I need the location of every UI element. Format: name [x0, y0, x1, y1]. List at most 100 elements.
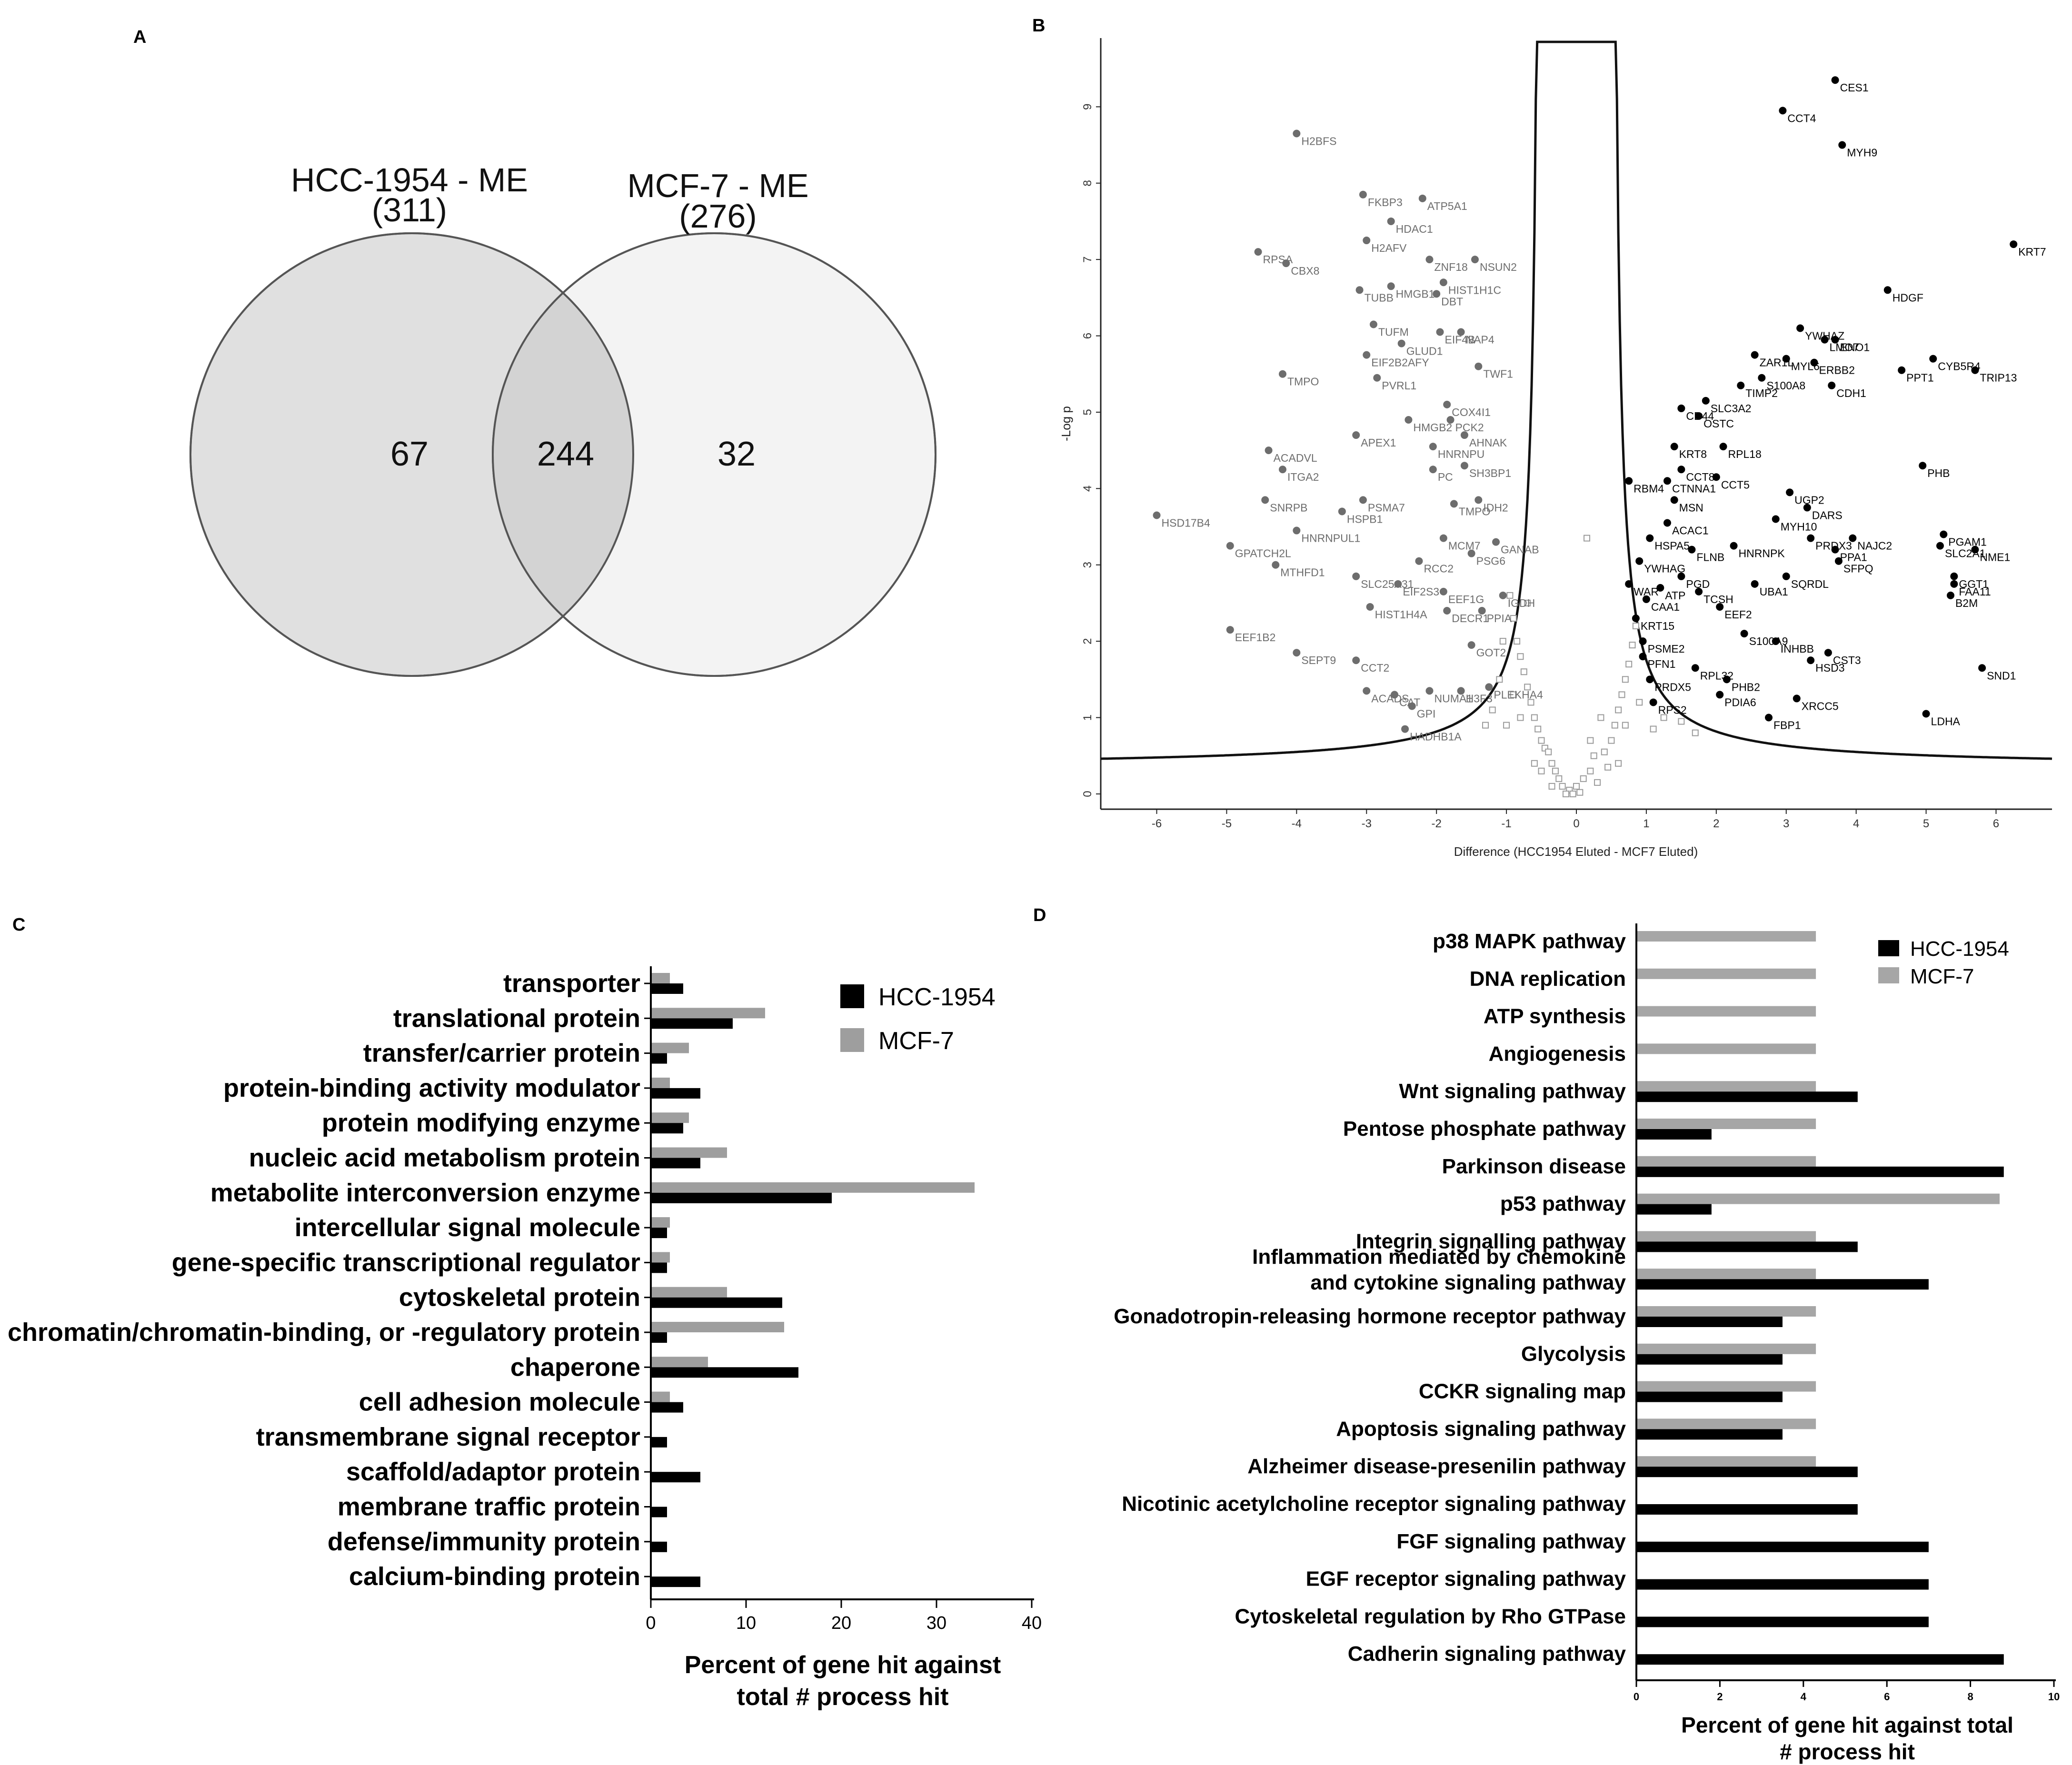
volcano-gene-label: H3F3 [1466, 692, 1493, 704]
volcano-gene-label: PC [1438, 471, 1453, 483]
c-bar-hcc1954-cell-adhesion-molecule [651, 1402, 683, 1413]
volcano-point-war [1625, 580, 1633, 588]
volcano-x-tick-label: 0 [1573, 817, 1579, 830]
volcano-ns-point [1629, 642, 1636, 649]
volcano-point-idh2 [1474, 496, 1483, 504]
volcano-point-mthfd1 [1272, 561, 1280, 569]
volcano-point-ugp2 [1786, 488, 1794, 496]
volcano-ns-point [1517, 714, 1524, 721]
volcano-point-hdgf [1883, 286, 1892, 294]
volcano-point-s100a8 [1758, 374, 1766, 382]
volcano-point-psme2 [1639, 637, 1647, 645]
volcano-point-eef2 [1716, 603, 1724, 611]
volcano-point-uba1 [1751, 580, 1759, 588]
d-bar-mcf7-pentose-phosphate-pathway [1636, 1119, 1816, 1129]
volcano-point-lmo7 [1821, 336, 1829, 344]
volcano-x-tick-label: -5 [1222, 817, 1232, 830]
volcano-point-hspa5 [1646, 534, 1654, 542]
d-legend-swatch-hcc1954 [1878, 940, 1899, 956]
volcano-point-krt15 [1632, 615, 1640, 623]
volcano-gene-label: CCT2 [1361, 662, 1389, 674]
volcano-y-tick-label: 0 [1081, 791, 1094, 797]
volcano-gene-label: PLEKHA4 [1494, 688, 1543, 701]
volcano-point-hspb1 [1338, 507, 1346, 516]
volcano-point-phb [1919, 462, 1927, 470]
c-bar-hcc1954-membrane-traffic-protein [651, 1507, 667, 1517]
d-bar-mcf7-cckr-signaling-map [1636, 1381, 1816, 1392]
volcano-gene-label: CDH1 [1836, 387, 1866, 399]
volcano-point-hsd17b4 [1153, 511, 1161, 519]
d-category-label: Inflammation mediated by chemokine [1252, 1245, 1626, 1269]
volcano-x-tick-label: -3 [1362, 817, 1372, 830]
volcano-point-tmpo [1278, 370, 1286, 378]
volcano-ns-point [1580, 775, 1587, 782]
c-bar-hcc1954-defense-immunity-protein [651, 1541, 667, 1552]
venn-set-count-mcf7: (276) [679, 198, 757, 235]
volcano-point-cct4 [1779, 107, 1787, 115]
volcano-ns-point [1618, 691, 1625, 698]
c-bar-mcf7-transporter [651, 973, 670, 983]
c-bar-hcc1954-intercellular-signal-molecule [651, 1228, 667, 1239]
volcano-ns-point [1510, 691, 1517, 698]
volcano-gene-label: S100A9 [1749, 635, 1788, 647]
volcano-point-inhbb [1772, 637, 1780, 645]
volcano-x-tick-label: 3 [1783, 817, 1789, 830]
volcano-point-ctnna1 [1663, 477, 1671, 485]
volcano-point-decr1 [1443, 606, 1451, 615]
d-bar-hcc1954-nicotinic-acetylcholine-receptor-signaling-pathway [1636, 1504, 1858, 1515]
c-x-ticks: 0 10 20 30 40 [646, 1599, 1042, 1633]
volcano-gene-label: YWHAG [1644, 563, 1685, 575]
volcano-point-cat [1391, 691, 1399, 699]
c-x-title-line1: Percent of gene hit against [685, 1651, 1001, 1679]
d-bar-mcf7-apoptosis-signaling-pathway [1636, 1418, 1816, 1429]
volcano-gene-label: TMPO [1287, 376, 1319, 388]
d-bar-mcf7-atp-synthesis [1636, 1006, 1816, 1017]
volcano-gene-label: OSTC [1703, 417, 1734, 430]
volcano-y-tick-label: 7 [1081, 256, 1094, 262]
volcano-gene-label: HSPB1 [1347, 513, 1383, 525]
c-bar-hcc1954-nucleic-acid-metabolism-protein [651, 1158, 700, 1169]
volcano-gene-label: RCC2 [1424, 563, 1454, 575]
volcano-point-apex1 [1352, 431, 1360, 439]
volcano-gene-label: SND1 [1987, 669, 2016, 682]
volcano-point-hnrnpul1 [1293, 526, 1301, 535]
venn-unique-mcf7: 32 [717, 435, 756, 473]
c-category-label: calcium-binding protein [349, 1562, 640, 1591]
volcano-ns-point [1569, 790, 1576, 797]
d-bar-hcc1954-cadherin-signaling-pathway [1636, 1654, 2004, 1665]
c-bar-hcc1954-transporter [651, 983, 683, 994]
volcano-gene-label: HIST1H4A [1375, 608, 1428, 621]
c-category-labels: transporter translational protein transfer… [8, 969, 640, 1591]
volcano-gene-label: NAP4 [1466, 334, 1494, 346]
volcano-point-pvrl1 [1373, 374, 1381, 382]
volcano-gene-label: GLUD1 [1406, 345, 1443, 357]
d-category-label: Parkinson disease [1442, 1155, 1626, 1178]
volcano-gene-label: UBA1 [1760, 585, 1788, 598]
c-bar-mcf7-metabolite-interconversion-enzyme [651, 1182, 975, 1193]
volcano-gene-label: CBX8 [1291, 265, 1319, 277]
volcano-gene-label: NSUN2 [1480, 261, 1517, 273]
c-category-label: transfer/carrier protein [363, 1039, 640, 1068]
volcano-point-rpl18 [1719, 443, 1727, 451]
volcano-point-ggt1 [1950, 572, 1958, 580]
volcano-gene-label: KRT8 [1679, 448, 1707, 460]
d-category-label: Wnt signaling pathway [1399, 1080, 1626, 1103]
volcano-gene-label: PSMA7 [1368, 501, 1405, 514]
volcano-gene-label: ITGA2 [1287, 471, 1319, 483]
d-bar-hcc1954-gonadotropin-releasing-hormone-receptor-pathway [1636, 1317, 1783, 1327]
volcano-gene-label: PRDX5 [1654, 681, 1691, 693]
c-legend-label-mcf7: MCF-7 [878, 1027, 954, 1055]
volcano-ns-point [1555, 775, 1563, 782]
volcano-gene-label: SEPT9 [1301, 654, 1336, 666]
volcano-point-pdia6 [1716, 691, 1724, 699]
volcano-ns-point [1531, 760, 1538, 767]
volcano-ns-point [1559, 783, 1566, 790]
panel-label-b: B [1032, 16, 1045, 36]
d-legend-swatch-mcf7 [1878, 967, 1899, 983]
c-bar-hcc1954-chromatin-chromatin-binding-or-regulatory-protein [651, 1332, 667, 1343]
volcano-point-sfpq [1834, 557, 1843, 565]
d-bar-hcc1954-pentose-phosphate-pathway [1636, 1129, 1712, 1140]
volcano-gene-label: PFN1 [1648, 658, 1676, 670]
volcano-point-snrpb [1261, 496, 1269, 504]
volcano-point-slc2a1 [1936, 542, 1944, 550]
